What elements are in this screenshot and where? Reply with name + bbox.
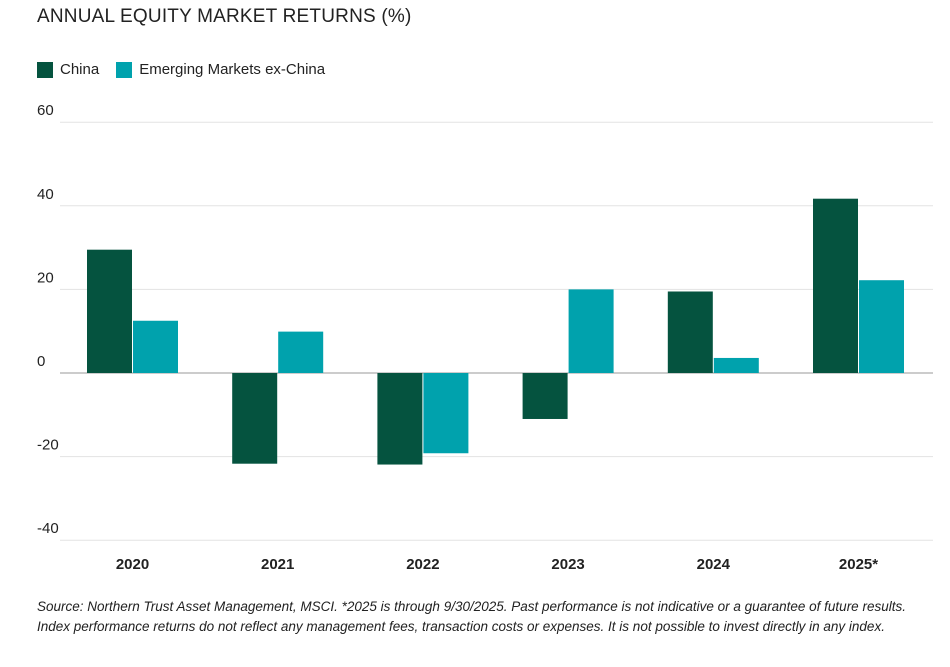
x-tick-label: 2021 xyxy=(261,556,294,573)
y-tick-label: -20 xyxy=(37,437,59,454)
y-tick-label: -40 xyxy=(37,520,59,537)
chart-title: ANNUAL EQUITY MARKET RETURNS (%) xyxy=(37,6,412,27)
legend-item-em-ex-china: Emerging Markets ex-China xyxy=(116,61,325,78)
legend-label-china: China xyxy=(60,61,100,78)
chart-legend: China Emerging Markets ex-China xyxy=(37,61,342,78)
bar-em-ex-china-2021 xyxy=(278,331,324,373)
bar-china-2024 xyxy=(667,291,713,373)
x-tick-label: 2023 xyxy=(551,556,584,573)
x-tick-label: 2022 xyxy=(406,556,439,573)
y-tick-label: 40 xyxy=(37,186,54,203)
bar-em-ex-china-2024 xyxy=(713,357,759,373)
bar-china-2020 xyxy=(87,249,132,373)
bar-china-2025 xyxy=(813,198,858,373)
y-tick-label: 0 xyxy=(37,353,45,370)
bar-em-ex-china-2020 xyxy=(133,320,178,373)
bar-china-2021 xyxy=(232,373,278,464)
bar-em-ex-china-2023 xyxy=(568,289,614,373)
x-tick-label: 2020 xyxy=(116,556,149,573)
x-tick-label: 2025* xyxy=(839,556,878,573)
y-tick-label: 20 xyxy=(37,269,54,286)
legend-item-china: China xyxy=(37,61,99,78)
bar-chart: 60 40 20 0 -20 -40 2020 2021 2022 2023 2024 2025* xyxy=(37,102,933,573)
source-footnote: Source: Northern Trust Asset Management,… xyxy=(37,599,906,634)
bar-em-ex-china-2022 xyxy=(423,373,469,454)
bar-china-2023 xyxy=(522,373,568,419)
y-tick-label: 60 xyxy=(37,102,54,119)
legend-swatch-china xyxy=(37,61,53,78)
legend-swatch-em-ex-china xyxy=(116,61,133,78)
legend-label-em-ex-china: Emerging Markets ex-China xyxy=(139,61,326,78)
bar-china-2022 xyxy=(377,373,423,465)
x-tick-label: 2024 xyxy=(697,556,731,573)
bar-em-ex-china-2025 xyxy=(859,280,904,373)
